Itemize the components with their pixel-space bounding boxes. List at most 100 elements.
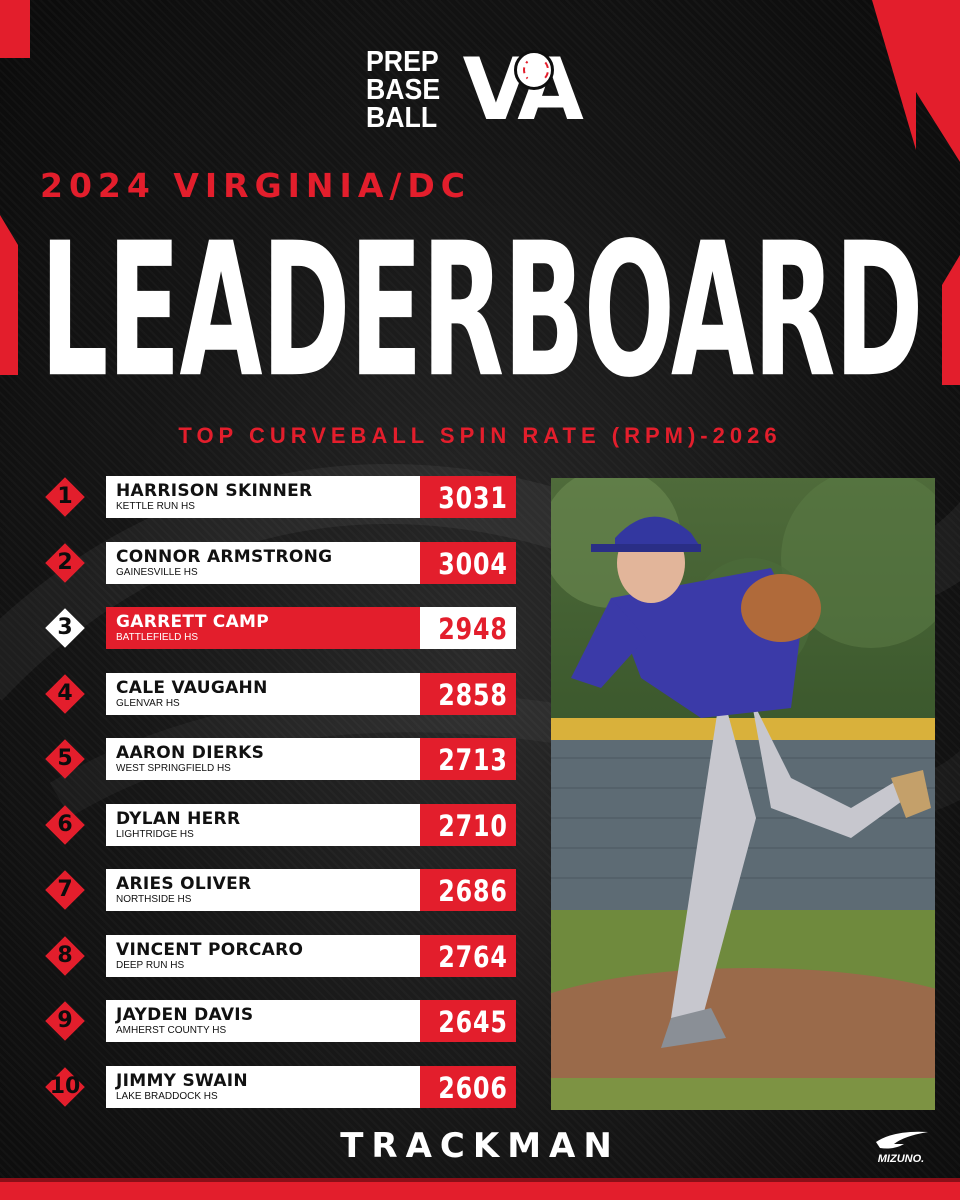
- side-accent: [942, 255, 960, 385]
- player-school: NORTHSIDE HS: [116, 894, 192, 905]
- player-info: AARON DIERKS WEST SPRINGFIELD HS: [106, 738, 460, 780]
- rank-number: 9: [57, 1008, 73, 1033]
- spin-rate-value: 2645: [438, 1005, 508, 1039]
- spin-rate-value: 2764: [438, 940, 508, 974]
- rank-number: 6: [57, 812, 73, 837]
- spin-rate-box: 2713: [420, 738, 516, 780]
- leaderboard-row: 3 GARRETT CAMP BATTLEFIELD HS 2948: [44, 607, 516, 649]
- mizuno-wordmark: MIZUNO.: [877, 1153, 925, 1165]
- prep-baseball-va-logo: PREP BASE BALL VA: [366, 44, 584, 136]
- bottom-accent-bar: [0, 1182, 960, 1200]
- player-school: WEST SPRINGFIELD HS: [116, 763, 231, 774]
- rank-badge: 3: [44, 607, 86, 649]
- player-photo: [551, 478, 935, 1110]
- spin-rate-box: 2858: [420, 673, 516, 715]
- leaderboard-row: 7 ARIES OLIVER NORTHSIDE HS 2686: [44, 869, 516, 911]
- leaderboard-row: 1 HARRISON SKINNER KETTLE RUN HS 3031: [44, 476, 516, 518]
- spin-rate-value: 2606: [438, 1071, 508, 1105]
- player-info: CONNOR ARMSTRONG GAINESVILLE HS: [106, 542, 460, 584]
- player-name: HARRISON SKINNER: [116, 481, 313, 501]
- mizuno-runbird-icon: [876, 1131, 928, 1149]
- spin-rate-value: 2858: [438, 678, 508, 712]
- spin-rate-box: 2764: [420, 935, 516, 977]
- rank-number: 1: [57, 484, 73, 509]
- player-info: JAYDEN DAVIS AMHERST COUNTY HS: [106, 1000, 460, 1042]
- player-name: AARON DIERKS: [116, 743, 265, 763]
- player-school: AMHERST COUNTY HS: [116, 1025, 227, 1036]
- side-accent: [0, 215, 18, 375]
- page-title: LEADERBOARD: [40, 202, 924, 419]
- player-info: CALE VAUGAHN GLENVAR HS: [106, 673, 460, 715]
- rank-number: 8: [57, 943, 73, 968]
- spin-rate-value: 2710: [438, 809, 508, 843]
- spin-rate-value: 2948: [438, 612, 508, 646]
- player-info: GARRETT CAMP BATTLEFIELD HS: [106, 607, 460, 649]
- rank-badge: 1: [44, 476, 86, 518]
- player-name: GARRETT CAMP: [116, 612, 270, 632]
- logo-line-2: BASE: [366, 74, 441, 106]
- leaderboard-row: 8 VINCENT PORCARO DEEP RUN HS 2764: [44, 935, 516, 977]
- player-school: KETTLE RUN HS: [116, 501, 195, 512]
- rank-badge: 7: [44, 869, 86, 911]
- rank-badge: 2: [44, 542, 86, 584]
- rank-number: 4: [57, 681, 73, 706]
- mizuno-logo: MIZUNO.: [866, 1128, 936, 1168]
- player-name: JAYDEN DAVIS: [116, 1005, 254, 1025]
- leaderboard-row: 2 CONNOR ARMSTRONG GAINESVILLE HS 3004: [44, 542, 516, 584]
- corner-accent: [916, 92, 960, 162]
- player-name: JIMMY SWAIN: [116, 1071, 248, 1091]
- player-school: DEEP RUN HS: [116, 960, 185, 971]
- leaderboard-row: 10 JIMMY SWAIN LAKE BRADDOCK HS 2606: [44, 1066, 516, 1108]
- spin-rate-value: 2686: [438, 874, 508, 908]
- player-school: LAKE BRADDOCK HS: [116, 1091, 218, 1102]
- spin-rate-box: 2606: [420, 1066, 516, 1108]
- leaderboard-row: 9 JAYDEN DAVIS AMHERST COUNTY HS 2645: [44, 1000, 516, 1042]
- player-info: JIMMY SWAIN LAKE BRADDOCK HS: [106, 1066, 460, 1108]
- player-info: HARRISON SKINNER KETTLE RUN HS: [106, 476, 460, 518]
- bottom-divider: [0, 1178, 960, 1182]
- player-name: VINCENT PORCARO: [116, 940, 304, 960]
- logo-wordmark: PREP BASE BALL: [366, 46, 447, 133]
- corner-accent: [916, 0, 960, 92]
- rank-number: 5: [57, 746, 73, 771]
- player-info: VINCENT PORCARO DEEP RUN HS: [106, 935, 460, 977]
- player-name: ARIES OLIVER: [116, 874, 252, 894]
- player-name: DYLAN HERR: [116, 809, 241, 829]
- spin-rate-box: 2645: [420, 1000, 516, 1042]
- rank-number: 2: [57, 550, 73, 575]
- spin-rate-value: 3031: [438, 481, 508, 515]
- player-school: GAINESVILLE HS: [116, 567, 198, 578]
- trackman-logo: TRACKMAN: [340, 1126, 620, 1166]
- player-school: GLENVAR HS: [116, 698, 180, 709]
- spin-rate-value: 3004: [438, 547, 508, 581]
- spin-rate-box: 2686: [420, 869, 516, 911]
- player-school: LIGHTRIDGE HS: [116, 829, 194, 840]
- corner-accent: [872, 0, 916, 150]
- player-info: DYLAN HERR LIGHTRIDGE HS: [106, 804, 460, 846]
- rank-number: 10: [49, 1074, 81, 1099]
- player-name: CALE VAUGAHN: [116, 678, 268, 698]
- pitcher-figure: [571, 516, 931, 1048]
- rank-number: 7: [57, 877, 73, 902]
- category-title: TOP CURVEBALL SPIN RATE (RPM)-2026: [178, 423, 782, 448]
- rank-badge: 5: [44, 738, 86, 780]
- player-name: CONNOR ARMSTRONG: [116, 547, 333, 567]
- player-info: ARIES OLIVER NORTHSIDE HS: [106, 869, 460, 911]
- pitcher-photo-illustration: [551, 478, 935, 1110]
- leaderboard-row: 4 CALE VAUGAHN GLENVAR HS 2858: [44, 673, 516, 715]
- rank-badge: 10: [44, 1066, 86, 1108]
- rank-number: 3: [57, 615, 73, 640]
- baseball-icon: [514, 50, 554, 90]
- spin-rate-box: 2710: [420, 804, 516, 846]
- rank-badge: 6: [44, 804, 86, 846]
- spin-rate-box: 3004: [420, 542, 516, 584]
- corner-accent: [0, 0, 30, 58]
- season-title: 2024 VIRGINIA/DC: [40, 166, 472, 205]
- logo-line-1: PREP: [366, 46, 439, 78]
- player-school: BATTLEFIELD HS: [116, 632, 199, 643]
- spin-rate-box: 2948: [420, 607, 516, 649]
- spin-rate-box: 3031: [420, 476, 516, 518]
- rank-badge: 8: [44, 935, 86, 977]
- leaderboard-row: 6 DYLAN HERR LIGHTRIDGE HS 2710: [44, 804, 516, 846]
